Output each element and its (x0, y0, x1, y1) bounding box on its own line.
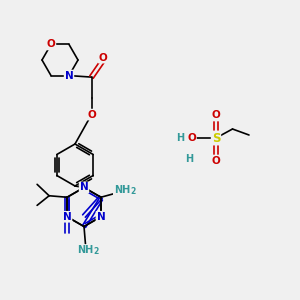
Text: N: N (80, 182, 88, 193)
Text: O: O (87, 110, 96, 120)
Text: 2: 2 (130, 187, 135, 196)
Text: N: N (97, 212, 105, 222)
Text: O: O (98, 52, 107, 63)
Text: 2: 2 (94, 247, 99, 256)
Text: S: S (212, 131, 220, 145)
Text: N: N (64, 70, 74, 81)
Text: H: H (185, 154, 193, 164)
Text: H: H (176, 133, 185, 143)
Text: NH: NH (77, 245, 94, 255)
Text: N: N (63, 212, 71, 222)
Text: NH: NH (114, 185, 130, 195)
Text: O: O (212, 155, 220, 166)
Text: O: O (187, 133, 196, 143)
Text: O: O (46, 39, 56, 50)
Text: O: O (212, 110, 220, 121)
